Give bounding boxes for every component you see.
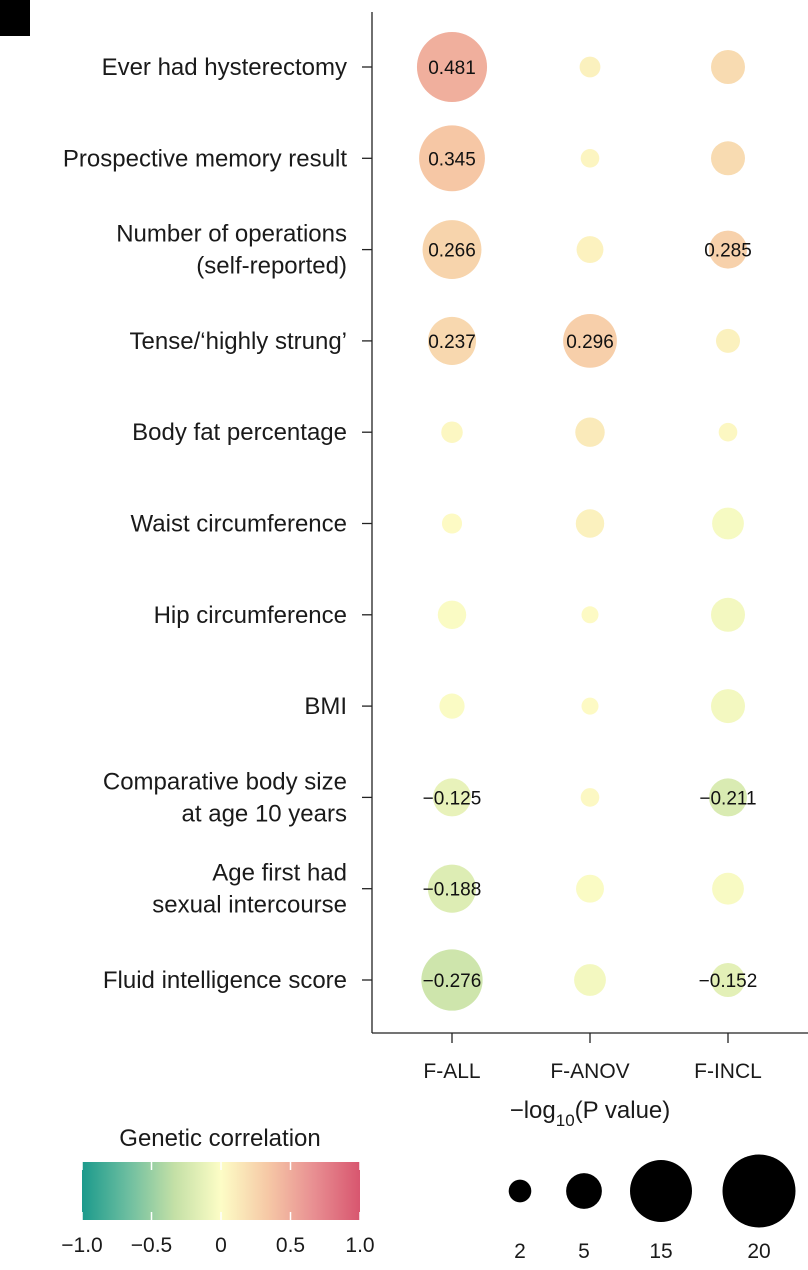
value-label: −0.188 — [423, 880, 482, 901]
bubble — [712, 872, 744, 905]
size-legend-bubble — [508, 1179, 532, 1203]
value-label: 0.237 — [428, 332, 476, 353]
row-label: Prospective memory result — [63, 145, 347, 172]
value-label: 0.345 — [428, 149, 476, 170]
row-label: Body fat percentage — [132, 419, 347, 446]
value-label: −0.211 — [699, 788, 756, 809]
size-legend-title-suffix: (P value) — [575, 1097, 671, 1124]
chart-axes — [362, 12, 808, 1043]
row-label: Waist circumference — [131, 511, 348, 538]
column-label: F-ALL — [423, 1060, 480, 1083]
size-legend-label: 15 — [649, 1240, 672, 1263]
size-legend-title: −log10(P value) — [510, 1097, 671, 1130]
size-legend-title-sub: 10 — [556, 1111, 575, 1130]
size-legend-label: 5 — [578, 1240, 590, 1263]
bubble — [575, 509, 605, 538]
row-label: Comparative body size at age 10 years — [103, 768, 347, 827]
bubble — [711, 597, 745, 632]
value-label: −0.152 — [699, 971, 758, 992]
row-label: Tense/‘highly strung’ — [130, 328, 347, 355]
bubble — [711, 963, 745, 997]
bubble — [422, 220, 482, 280]
column-label: F-INCL — [694, 1060, 762, 1083]
size-legend-bubble — [630, 1160, 692, 1222]
row-label: Ever had hysterectomy — [102, 54, 347, 81]
bubble — [580, 788, 600, 807]
size-legend-bubble — [566, 1173, 602, 1209]
bubble — [441, 421, 463, 443]
bubble — [427, 316, 477, 365]
colorbar-ticks: −1.0 −0.5 0 0.5 1.0 — [61, 1162, 375, 1257]
bubble — [575, 417, 605, 447]
size-legend-label: 20 — [747, 1240, 770, 1263]
colorbar-tick-label: −1.0 — [61, 1234, 102, 1257]
bubble — [563, 314, 617, 368]
bubble — [419, 125, 485, 192]
bubble — [581, 697, 599, 715]
size-legend-title-prefix: −log — [510, 1097, 556, 1124]
colorbar-tick-label: 0.5 — [276, 1234, 305, 1257]
bubble — [421, 949, 483, 1011]
bubble — [715, 328, 741, 353]
bubble — [718, 422, 738, 442]
bubble — [708, 230, 748, 269]
bubble — [432, 778, 472, 817]
bubble — [416, 31, 488, 103]
bubble — [708, 778, 748, 817]
column-labels: F-ALL F-ANOV F-INCL — [423, 1060, 761, 1083]
value-label: 0.266 — [428, 241, 476, 262]
bubble — [441, 513, 463, 534]
colorbar-tick-label: 1.0 — [345, 1234, 374, 1257]
value-label: 0.285 — [704, 241, 752, 262]
bubbles — [416, 31, 748, 1011]
colorbar — [82, 1162, 360, 1220]
size-legend-bubble — [722, 1154, 796, 1228]
bubble — [439, 693, 465, 719]
row-labels: Ever had hysterectomy Prospective memory … — [63, 54, 347, 994]
row-label: Fluid intelligence score — [103, 967, 347, 994]
size-legend-label: 2 — [514, 1240, 526, 1263]
bubble — [580, 148, 600, 168]
bubble — [711, 689, 745, 724]
value-label: 0.481 — [428, 58, 476, 79]
size-legend: 2 5 15 20 — [508, 1154, 796, 1263]
bubble — [711, 50, 745, 84]
row-label: Age first had sexual intercourse — [152, 860, 347, 919]
bubble — [427, 864, 477, 913]
bubble — [579, 56, 601, 78]
panel-marker — [0, 0, 30, 36]
bubble — [574, 964, 606, 996]
bubble — [712, 507, 744, 540]
color-legend-title: Genetic correlation — [119, 1125, 320, 1152]
bubble — [581, 606, 599, 624]
value-label: −0.276 — [423, 971, 482, 992]
bubble — [711, 141, 745, 176]
value-label: −0.125 — [423, 788, 482, 809]
bubble — [576, 236, 604, 264]
row-label: Number of operations (self-reported) — [116, 221, 347, 280]
colorbar-tick-label: 0 — [215, 1234, 227, 1257]
column-label: F-ANOV — [550, 1060, 629, 1083]
bubble — [576, 874, 604, 903]
bubble — [437, 600, 467, 630]
row-label: Hip circumference — [154, 602, 347, 629]
row-label: BMI — [304, 693, 347, 720]
value-labels: 0.481 0.345 0.266 0.285 0.237 0.296 −0.125 −0.2… — [423, 58, 758, 992]
value-label: 0.296 — [566, 332, 614, 353]
colorbar-tick-label: −0.5 — [131, 1234, 172, 1257]
